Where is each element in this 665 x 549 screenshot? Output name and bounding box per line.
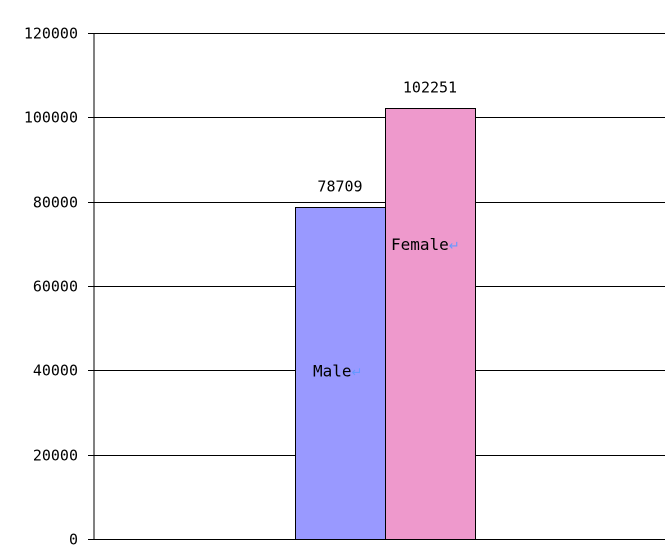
return-mark-icon: ↵ — [449, 239, 460, 254]
bar-category-labels: Male↵ Female↵ — [313, 235, 460, 381]
return-mark-icon: ↵ — [352, 365, 363, 380]
y-tick-label-60000: 60000 — [33, 278, 78, 296]
y-tick-label-120000: 120000 — [24, 25, 78, 43]
y-tick-label-40000: 40000 — [33, 362, 78, 380]
value-label-female: 102251 — [403, 79, 457, 97]
y-tick-label-0: 0 — [69, 531, 78, 549]
bar-female — [385, 108, 476, 540]
axes — [93, 33, 665, 540]
y-tick-label-80000: 80000 — [33, 194, 78, 212]
bar-category-label-female: Female↵ — [391, 235, 460, 254]
bar-category-label-male: Male↵ — [313, 361, 362, 380]
y-tick-label-100000: 100000 — [24, 109, 78, 127]
data-labels: 78709 102251 — [317, 79, 457, 196]
value-label-male: 78709 — [317, 178, 362, 196]
bars — [295, 108, 476, 540]
y-tick-labels: 0 20000 40000 60000 80000 100000 120000 — [24, 25, 78, 549]
y-tick-label-20000: 20000 — [33, 447, 78, 465]
